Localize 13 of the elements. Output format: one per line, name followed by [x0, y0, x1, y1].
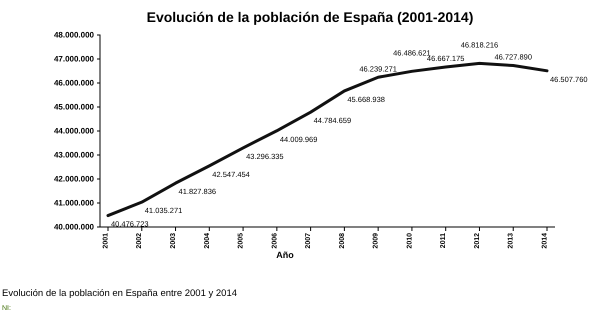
y-tick-label: 40.000.000	[54, 222, 95, 232]
y-tick-label: 45.000.000	[54, 102, 95, 112]
y-tick-label: 48.000.000	[54, 30, 95, 40]
y-tick-label: 46.000.000	[54, 78, 95, 88]
y-tick-label: 41.000.000	[54, 198, 95, 208]
y-tick-label: 43.000.000	[54, 150, 95, 160]
y-tick-label: 47.000.000	[54, 54, 95, 64]
y-tick-label: 42.000.000	[54, 174, 95, 184]
text: Evolución de la población en España entre 2001 y 2014	[2, 288, 238, 299]
chart-title: Evolución de la población de España (2001-2014)	[146, 9, 474, 25]
line-series	[106, 62, 548, 218]
y-tick-label: 44.000.000	[54, 126, 95, 136]
x-axis-title: Año	[276, 250, 294, 260]
